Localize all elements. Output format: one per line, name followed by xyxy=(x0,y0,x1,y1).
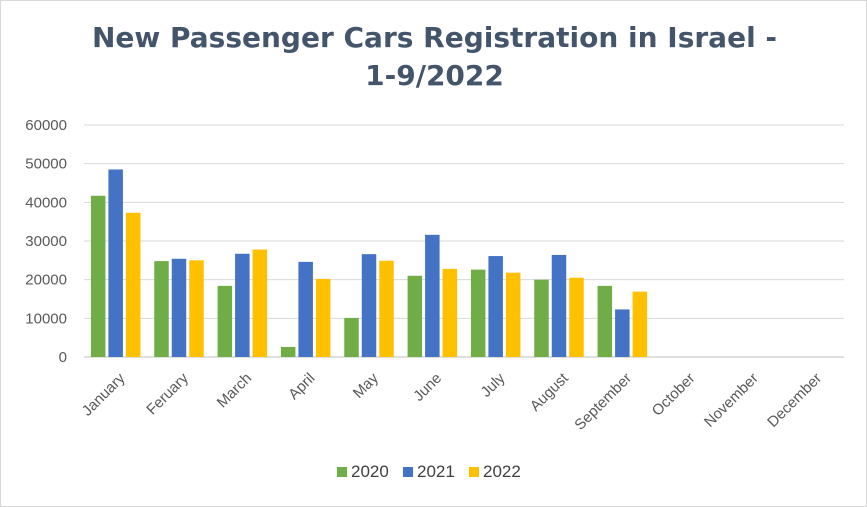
legend-swatch-2022 xyxy=(469,467,479,477)
bar-2022-june xyxy=(442,268,458,357)
y-tick-label: 0 xyxy=(59,349,67,366)
y-tick-label: 60000 xyxy=(25,117,67,134)
bar-2020-september xyxy=(597,285,613,357)
bar-2021-september xyxy=(615,309,630,357)
bar-2021-june xyxy=(425,234,440,357)
bar-2022-january xyxy=(125,212,141,357)
legend-swatch-2020 xyxy=(337,467,347,477)
x-tick-label: June xyxy=(410,370,445,405)
bar-2021-april xyxy=(298,261,313,357)
x-tick-label: July xyxy=(478,369,509,400)
bar-2022-may xyxy=(379,260,394,357)
bar-2020-april xyxy=(280,346,296,357)
bar-2020-june xyxy=(407,275,423,357)
bar-2021-january xyxy=(108,169,123,357)
x-tick-label: October xyxy=(649,370,699,420)
y-tick-label: 10000 xyxy=(25,310,67,327)
x-tick-label: August xyxy=(527,369,573,415)
x-tick-label: September xyxy=(571,370,635,434)
y-tick-label: 50000 xyxy=(25,156,67,173)
y-tick-label: 20000 xyxy=(25,272,67,289)
bar-2020-feruary xyxy=(154,261,169,357)
bar-2021-may xyxy=(361,254,377,357)
bar-2022-july xyxy=(505,272,521,357)
bar-2021-august xyxy=(551,254,567,357)
y-tick-label: 30000 xyxy=(25,233,67,250)
chart-title-line-1: New Passenger Cars Registration in Israe… xyxy=(91,21,778,54)
x-tick-label: May xyxy=(350,369,382,401)
bar-2022-april xyxy=(315,278,331,357)
legend-label-2022: 2022 xyxy=(483,462,521,481)
x-tick-label: March xyxy=(214,370,255,411)
legend-label-2021: 2021 xyxy=(417,462,455,481)
bar-2022-march xyxy=(252,249,268,357)
bar-2020-august xyxy=(534,279,549,357)
legend-label-2020: 2020 xyxy=(351,462,389,481)
x-tick-label: January xyxy=(79,369,129,419)
bar-2022-feruary xyxy=(189,260,204,357)
bar-2022-august xyxy=(569,277,584,357)
bar-2020-march xyxy=(217,285,233,357)
x-tick-label: Feruary xyxy=(143,369,192,418)
chart-title-line-2: 1-9/2022 xyxy=(365,59,504,92)
bar-2021-march xyxy=(235,253,250,357)
bar-2021-feruary xyxy=(171,258,187,357)
bar-2020-may xyxy=(344,317,359,357)
bar-2022-september xyxy=(632,291,648,357)
y-tick-label: 40000 xyxy=(25,194,67,211)
x-tick-label: April xyxy=(285,370,318,403)
x-tick-label: November xyxy=(701,370,762,431)
x-tick-label: December xyxy=(764,370,825,431)
bar-2021-july xyxy=(488,256,503,357)
legend-swatch-2021 xyxy=(403,467,413,477)
bar-2020-january xyxy=(90,195,106,357)
chart-title: New Passenger Cars Registration in Israe… xyxy=(1,19,867,95)
bar-2020-july xyxy=(470,269,486,357)
